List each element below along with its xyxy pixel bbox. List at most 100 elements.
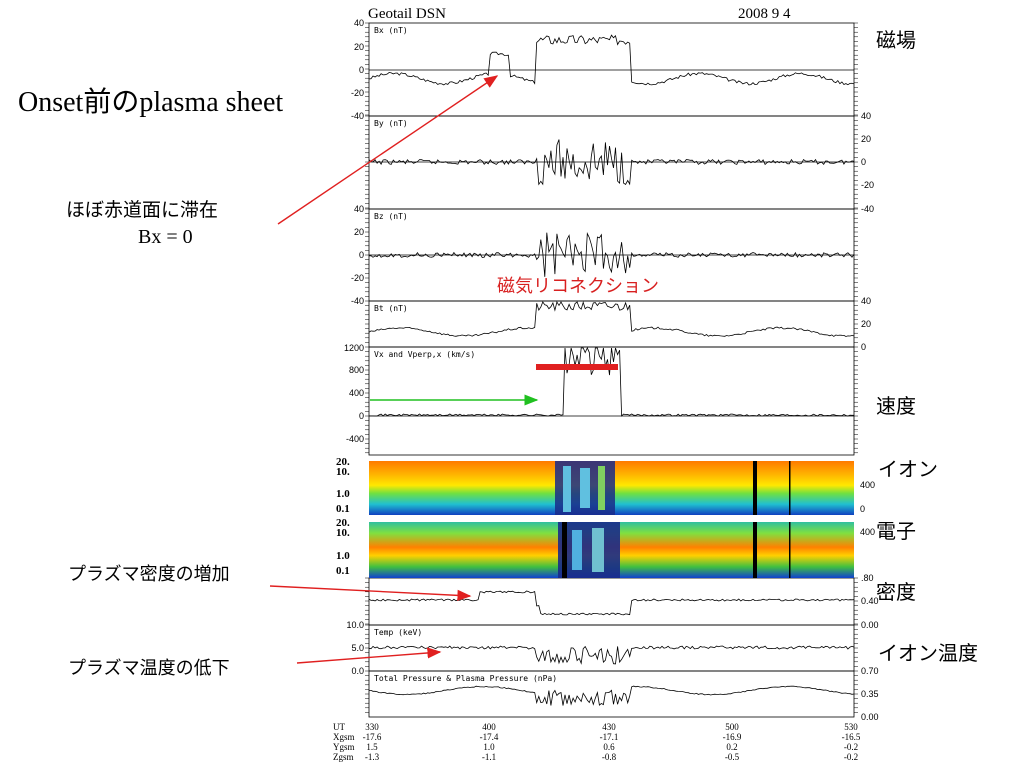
y-tick-label: 5.0: [351, 643, 364, 653]
velocity-label: 速度: [876, 394, 916, 418]
series-line-1: [368, 139, 855, 186]
elec-tick-2: 1.0: [336, 550, 350, 562]
series-line-2: [368, 231, 855, 277]
electron-label: 電子: [876, 519, 916, 543]
x-tick-ut: 530: [844, 722, 858, 732]
y-tick-label: -20: [351, 88, 364, 98]
chart-date: 2008 9 4: [738, 6, 791, 22]
y-tick-label: 0: [359, 411, 364, 421]
series-line-0: [368, 34, 855, 86]
panel-ylabel-4: Vx and Vperp,x (km/s): [374, 350, 475, 359]
panel-ylabel-2: Bz (nT): [374, 212, 408, 221]
y-tick-label: 20: [861, 319, 871, 329]
x-tick-x: -16.9: [723, 732, 742, 742]
elec-tick-1: 10.: [336, 527, 350, 539]
y-tick-label: 800: [349, 365, 364, 375]
y-tick-label: 0.35: [861, 689, 879, 699]
y-tick-label: 40: [861, 111, 871, 121]
x-tick-y: 1.5: [366, 742, 378, 752]
y-tick-label: 0: [359, 250, 364, 260]
ion-tick-right-0: 400: [860, 480, 875, 490]
x-row-label-1: Xgsm: [333, 732, 355, 742]
y-tick-label: 0.0: [351, 666, 364, 676]
y-tick-label: 20: [354, 42, 364, 52]
density-increase-label: プラズマ密度の増加: [68, 564, 230, 585]
y-tick-label: 0: [861, 342, 866, 352]
y-tick-label: .80: [861, 573, 874, 583]
y-tick-label: 20: [861, 134, 871, 144]
y-tick-label: 0.00: [861, 620, 879, 630]
y-tick-label: 0: [359, 65, 364, 75]
panel-ylabel-9: Total Pressure & Plasma Pressure (nPa): [374, 674, 557, 683]
temp-arrow: [296, 647, 442, 664]
ion-temp-label: イオン温度: [878, 641, 978, 665]
panel-ylabel-3: Bt (nT): [374, 304, 408, 313]
y-tick-label: -40: [351, 111, 364, 121]
ion-tick-3: 0.1: [336, 503, 350, 515]
ion-tick-0: 20.: [336, 456, 350, 468]
x-tick-y: 0.2: [726, 742, 737, 752]
y-tick-label: 40: [354, 204, 364, 214]
x-tick-z: -1.3: [365, 752, 380, 762]
y-tick-label: -40: [351, 296, 364, 306]
panel-ylabel-8: Temp (keV): [374, 628, 422, 637]
elec-tick-3: 0.1: [336, 565, 350, 577]
x-row-label-0: UT: [333, 722, 345, 732]
y-tick-label: -400: [346, 434, 364, 444]
elec-tick-0: 20.: [336, 517, 350, 529]
y-tick-label: 40: [861, 296, 871, 306]
series-line-4: [369, 347, 854, 417]
x-tick-z: -0.5: [725, 752, 740, 762]
equator-label-line2: Bx = 0: [138, 226, 193, 248]
y-tick-label: 40: [354, 18, 364, 28]
chart-title: Geotail DSN: [368, 6, 446, 22]
onset-arrow: [277, 75, 499, 225]
y-tick-label: 400: [349, 388, 364, 398]
density-arrow: [269, 585, 472, 601]
x-tick-z: -0.2: [844, 752, 858, 762]
y-tick-label: 0: [861, 157, 866, 167]
y-tick-label: -40: [861, 204, 874, 214]
ion-tick-1: 10.: [336, 466, 350, 478]
x-tick-ut: 330: [365, 722, 379, 732]
y-tick-label: 1200: [344, 343, 364, 353]
y-tick-label: -20: [351, 273, 364, 283]
x-tick-ut: 500: [725, 722, 739, 732]
magnetic-field-label: 磁場: [876, 28, 916, 52]
reconnection-label: 磁気リコネクション: [497, 276, 659, 297]
density-label: 密度: [876, 580, 916, 604]
line-panels: 40 20 0 -20 -40 Bx (nT) 40 20 0 -20 -40 By (nT) 40 20…: [344, 18, 879, 722]
x-tick-x: -16.5: [842, 732, 861, 742]
x-tick-z: -1.1: [482, 752, 496, 762]
y-tick-label: 0.00: [861, 712, 879, 722]
panel-ylabel-0: Bx (nT): [374, 26, 408, 35]
panel-frame-7: [368, 577, 855, 626]
y-tick-label: 10.0: [346, 620, 364, 630]
x-tick-y: -0.2: [844, 742, 858, 752]
panel-frame-4: [368, 346, 855, 456]
y-tick-label: 20: [354, 227, 364, 237]
x-tick-y: 0.6: [603, 742, 615, 752]
x-tick-y: 1.0: [483, 742, 495, 752]
panel-frame-0: [368, 22, 855, 117]
x-tick-z: -0.8: [602, 752, 617, 762]
x-row-label-3: Zgsm: [333, 752, 354, 762]
y-tick-label: 0.70: [861, 666, 879, 676]
series-line-3: [368, 300, 855, 337]
equator-label-line1: ほぼ赤道面に滞在: [66, 199, 219, 221]
y-tick-label: -20: [861, 180, 874, 190]
x-tick-ut: 400: [482, 722, 496, 732]
x-tick-ut: 430: [602, 722, 616, 732]
ion-label: イオン: [878, 457, 938, 481]
x-tick-x: -17.1: [600, 732, 619, 742]
electron-spectrogram: [369, 522, 854, 578]
y-tick-label: 0.40: [861, 596, 879, 606]
ion-spectrogram: [369, 461, 854, 515]
series-line-8: [368, 645, 855, 665]
series-line-7: [368, 590, 855, 616]
x-tick-x: -17.6: [363, 732, 382, 742]
reconnection-bar: [536, 364, 618, 370]
x-tick-x: -17.4: [480, 732, 499, 742]
